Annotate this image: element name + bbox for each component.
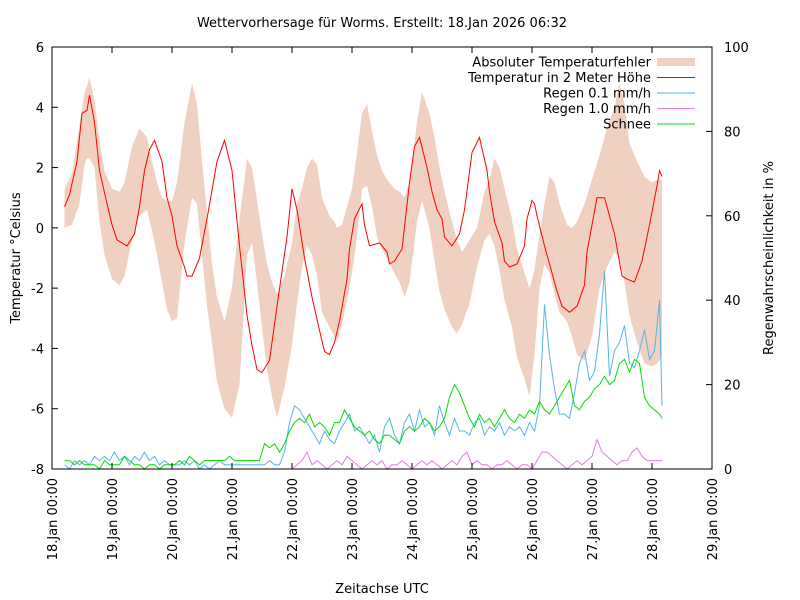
y2-tick-label: 40 — [724, 294, 741, 309]
series-line-regen-1-0-mm-h — [291, 437, 662, 470]
plot-area — [64, 77, 663, 470]
y2-tick-label: 100 — [724, 41, 749, 56]
x-tick-label: 23.Jan 00:00 — [346, 478, 361, 560]
series-line-temperatur-in-2-meter-h-he — [64, 95, 663, 374]
x-tick-label: 25.Jan 00:00 — [466, 478, 481, 560]
legend-swatch — [657, 58, 695, 66]
y-tick-label: -4 — [31, 342, 44, 357]
y2-tick-label: 20 — [724, 379, 741, 394]
x-tick-label: 24.Jan 00:00 — [406, 478, 421, 560]
y2-axis-title: Regenwahrscheinlichkeit in % — [762, 161, 777, 355]
legend-label: Regen 0.1 mm/h — [543, 87, 651, 102]
y2-tick-label: 0 — [724, 463, 732, 478]
x-axis-title: Zeitachse UTC — [335, 582, 429, 597]
x-tick-label: 20.Jan 00:00 — [166, 478, 181, 560]
y-tick-label: 6 — [36, 41, 44, 56]
y-tick-label: -6 — [31, 403, 44, 418]
x-axis: 18.Jan 00:00 19.Jan 00:00 20.Jan 00:00 21.J… — [46, 47, 721, 560]
y2-tick-label: 60 — [724, 210, 741, 225]
legend-label: Schnee — [603, 118, 651, 133]
y-axis-right: 100 80 60 40 20 0 — [706, 41, 749, 478]
x-tick-label: 21.Jan 00:00 — [226, 478, 241, 560]
y-tick-label: 0 — [36, 222, 44, 237]
x-tick-label: 29.Jan 00:00 — [706, 478, 721, 560]
y-tick-label: -8 — [31, 463, 44, 478]
y-tick-label: -2 — [31, 282, 44, 297]
legend-label: Temperatur in 2 Meter Höhe — [467, 71, 651, 86]
plot-frame — [51, 46, 713, 470]
y-axis-left: 6 4 2 0 -2 -4 -6 -8 — [31, 41, 58, 478]
series-band-absoluter-temperaturfehler — [64, 77, 662, 418]
x-tick-label: 19.Jan 00:00 — [106, 478, 121, 560]
chart-title: Wettervorhersage für Worms. Erstellt: 18… — [197, 16, 567, 31]
legend-label: Absoluter Temperaturfehler — [472, 56, 651, 71]
x-tick-label: 26.Jan 00:00 — [526, 478, 541, 560]
y-axis-title: Temperatur °Celsius — [9, 192, 24, 325]
series-line-schnee — [64, 358, 663, 470]
x-tick-label: 18.Jan 00:00 — [46, 478, 61, 560]
y-tick-label: 4 — [36, 101, 44, 116]
legend-label: Regen 1.0 mm/h — [543, 102, 651, 117]
y-tick-label: 2 — [36, 162, 44, 177]
x-tick-label: 27.Jan 00:00 — [586, 478, 601, 560]
x-tick-label: 22.Jan 00:00 — [286, 478, 301, 560]
x-tick-label: 28.Jan 00:00 — [646, 478, 661, 560]
x-origin-label: 0 — [46, 478, 61, 486]
y2-tick-label: 80 — [724, 125, 741, 140]
